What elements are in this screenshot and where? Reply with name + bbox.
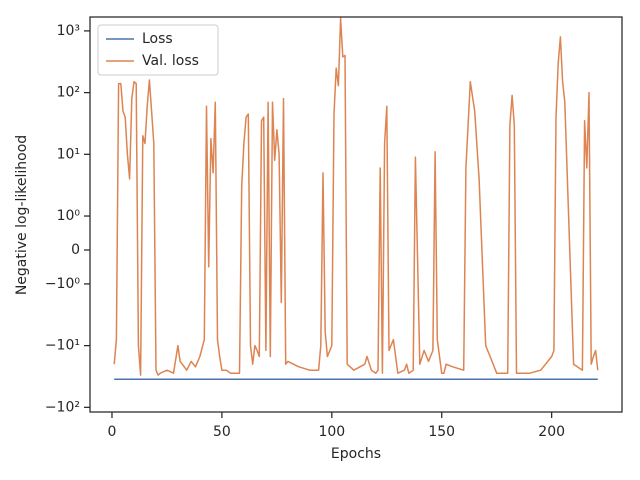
y-tick-label: 0 xyxy=(71,242,80,258)
legend-label: Loss xyxy=(142,31,173,47)
line xyxy=(113,17,599,376)
legend: Loss Val. loss xyxy=(97,24,219,76)
y-tick-label: 10³ xyxy=(57,23,80,39)
y-tick-label: −10⁰ xyxy=(45,276,81,292)
y-tick-label: −10¹ xyxy=(45,338,80,354)
x-axis-label: Epochs xyxy=(331,446,381,462)
legend-box xyxy=(97,24,219,76)
x-tick-label: 0 xyxy=(108,424,117,440)
y-tick-label: 10² xyxy=(57,85,80,101)
y-axis-label: Negative log-likelihood xyxy=(14,135,30,295)
y-tick-label: 10⁰ xyxy=(57,208,81,224)
y-tick-label: −10² xyxy=(45,399,80,415)
x-tick-label: 200 xyxy=(538,424,565,440)
legend-label: Val. loss xyxy=(142,53,199,69)
x-tick-label: 150 xyxy=(428,424,455,440)
axes-frame xyxy=(89,16,623,413)
x-tick-label: 50 xyxy=(213,424,231,440)
x-tick-label: 100 xyxy=(318,424,345,440)
y-tick-label: 10¹ xyxy=(57,146,80,162)
